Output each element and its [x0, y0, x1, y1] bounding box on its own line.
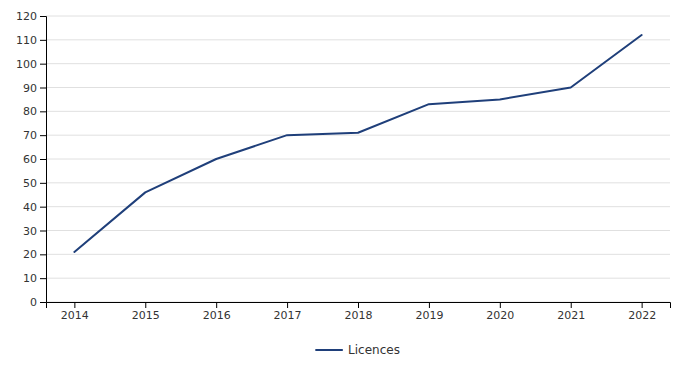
plot: 0 10 20 30 40 50 60 70 80 90 100 110 120 2014 2015 2016…: [16, 10, 671, 322]
x-tick-label: 2015: [132, 309, 160, 322]
grid-line: [46, 87, 670, 88]
y-tick-label: 30: [23, 225, 37, 238]
x-tick: 2015: [132, 302, 160, 322]
y-tick-mark: [40, 88, 46, 89]
y-tick: 100: [16, 58, 46, 71]
y-tick-mark: [40, 16, 46, 17]
x-tick-mark: [500, 302, 501, 308]
x-tick-mark: [216, 302, 217, 308]
x-tick-label: 2014: [61, 309, 89, 322]
x-tick-mark: [287, 302, 288, 308]
y-tick: 20: [23, 248, 46, 261]
legend-label: Licences: [348, 343, 400, 357]
y-tick-mark: [40, 135, 46, 136]
grid-line: [46, 254, 670, 255]
x-tick-label: 2022: [628, 309, 656, 322]
y-tick-label: 60: [23, 153, 37, 166]
grid-line: [46, 230, 670, 231]
x-tick-label: 2019: [415, 309, 443, 322]
grid-line: [46, 135, 670, 136]
x-tick-mark: [74, 302, 75, 308]
y-tick-label: 100: [16, 58, 37, 71]
y-tick: 60: [23, 153, 46, 166]
grid-line: [46, 206, 670, 207]
x-tick-mark: [358, 302, 359, 308]
x-tick-mark: [429, 302, 430, 308]
y-tick-label: 20: [23, 248, 37, 261]
x-tick: 2021: [557, 302, 585, 322]
x-tick-mark: [145, 302, 146, 308]
y-tick: 10: [23, 272, 46, 285]
y-tick: 0: [30, 296, 46, 309]
x-axis: 2014 2015 2016 2017 2018 2019 2020 2021 2022: [47, 302, 671, 322]
y-tick-label: 80: [23, 105, 37, 118]
x-tick: 2022: [628, 302, 656, 322]
grid-line: [46, 63, 670, 64]
x-tick-label: 2018: [345, 309, 373, 322]
x-tick-label: 2020: [486, 309, 514, 322]
marks: [74, 35, 641, 252]
y-tick-label: 120: [16, 10, 37, 23]
y-tick: 70: [23, 129, 46, 142]
y-tick-mark: [40, 207, 46, 208]
y-tick-mark: [40, 254, 46, 255]
y-tick-label: 10: [23, 272, 37, 285]
y-tick-mark: [40, 278, 46, 279]
x-tick: 2018: [345, 302, 373, 322]
x-tick: 2017: [274, 302, 302, 322]
x-tick-label: 2017: [274, 309, 302, 322]
y-tick: 40: [23, 201, 46, 214]
x-tick-mark: [642, 302, 643, 308]
x-tick: 2020: [486, 302, 514, 322]
grid-line: [46, 278, 670, 279]
y-tick-label: 50: [23, 177, 37, 190]
x-tick-label: 2016: [203, 309, 231, 322]
x-tick: 2014: [61, 302, 89, 322]
y-tick-label: 70: [23, 129, 37, 142]
y-tick: 90: [23, 82, 46, 95]
line: [74, 35, 641, 252]
y-tick: 50: [23, 177, 46, 190]
x-axis-line: [47, 303, 671, 309]
x-tick: 2016: [203, 302, 231, 322]
grid-line: [46, 111, 670, 112]
y-tick-mark: [40, 40, 46, 41]
y-tick-mark: [40, 159, 46, 160]
chart: 0 10 20 30 40 50 60 70 80 90 100 110 120 2014 2015 2016…: [0, 0, 690, 374]
y-tick-mark: [40, 302, 46, 303]
x-tick-label: 2021: [557, 309, 585, 322]
grid-line: [46, 16, 670, 17]
y-tick-mark: [40, 111, 46, 112]
x-tick-mark: [571, 302, 572, 308]
y-tick: 30: [23, 225, 46, 238]
legend-item: Licences: [316, 343, 400, 357]
y-tick-label: 110: [16, 34, 37, 47]
legend-swatch: [316, 349, 342, 351]
y-tick-mark: [40, 64, 46, 65]
y-tick: 120: [16, 10, 46, 23]
y-tick-label: 90: [23, 82, 37, 95]
grid-line: [46, 39, 670, 40]
x-tick: 2019: [415, 302, 443, 322]
grid-line: [46, 159, 670, 160]
grid-line: [46, 182, 670, 183]
y-tick-label: 0: [30, 296, 37, 309]
y-tick-mark: [40, 183, 46, 184]
y-axis: 0 10 20 30 40 50 60 70 80 90 100 110 120: [16, 10, 47, 309]
y-tick-mark: [40, 231, 46, 232]
y-tick: 80: [23, 105, 46, 118]
grid: [46, 16, 670, 302]
y-tick-label: 40: [23, 201, 37, 214]
y-tick: 110: [16, 34, 46, 47]
legend: Licences: [316, 343, 400, 357]
y-axis-line: [40, 17, 47, 303]
